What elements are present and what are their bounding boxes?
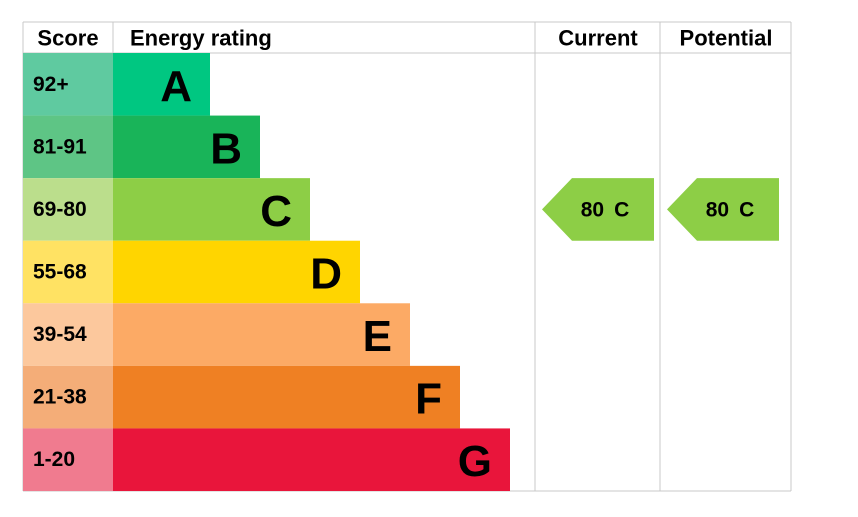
score-label: 81-91 — [33, 135, 87, 158]
rating-bar — [113, 178, 310, 241]
rating-letter: A — [160, 62, 192, 111]
score-cell — [23, 115, 113, 179]
score-cell — [23, 365, 113, 429]
score-cell — [23, 240, 113, 304]
rating-letter: B — [210, 124, 242, 173]
score-label: 55-68 — [33, 261, 87, 284]
score-label: 1-20 — [33, 448, 75, 471]
rating-letter: D — [310, 250, 342, 299]
rating-bar — [113, 428, 510, 491]
score-cell — [23, 303, 113, 366]
current-label: 80 C — [581, 198, 630, 221]
current-value: 80 — [581, 198, 604, 221]
rating-bar — [113, 365, 460, 429]
potential-value: 80 — [706, 198, 729, 221]
rating-bar — [113, 115, 260, 179]
header-potential: Potential — [680, 26, 773, 51]
current-letter: C — [614, 198, 629, 221]
rating-bar — [113, 303, 410, 366]
current-arrow — [542, 178, 654, 241]
score-label: 21-38 — [33, 386, 87, 409]
rating-bar — [113, 240, 360, 304]
potential-letter: C — [739, 198, 754, 221]
rating-bar — [113, 53, 210, 116]
rating-letter: E — [363, 312, 392, 361]
rating-letter: C — [260, 187, 292, 236]
rating-letter: F — [415, 375, 442, 424]
score-label: 39-54 — [33, 323, 87, 346]
header: Score Energy rating Current Potential — [37, 26, 772, 51]
score-cell — [23, 428, 113, 491]
rating-letter: G — [458, 437, 492, 486]
potential-label: 80 C — [706, 198, 755, 221]
score-cell — [23, 178, 113, 241]
score-label: 92+ — [33, 73, 69, 96]
header-current: Current — [558, 26, 638, 51]
header-score: Score — [37, 26, 98, 51]
potential-arrow — [667, 178, 779, 241]
header-rating: Energy rating — [130, 26, 272, 51]
score-cell — [23, 53, 113, 116]
score-label: 69-80 — [33, 198, 87, 221]
